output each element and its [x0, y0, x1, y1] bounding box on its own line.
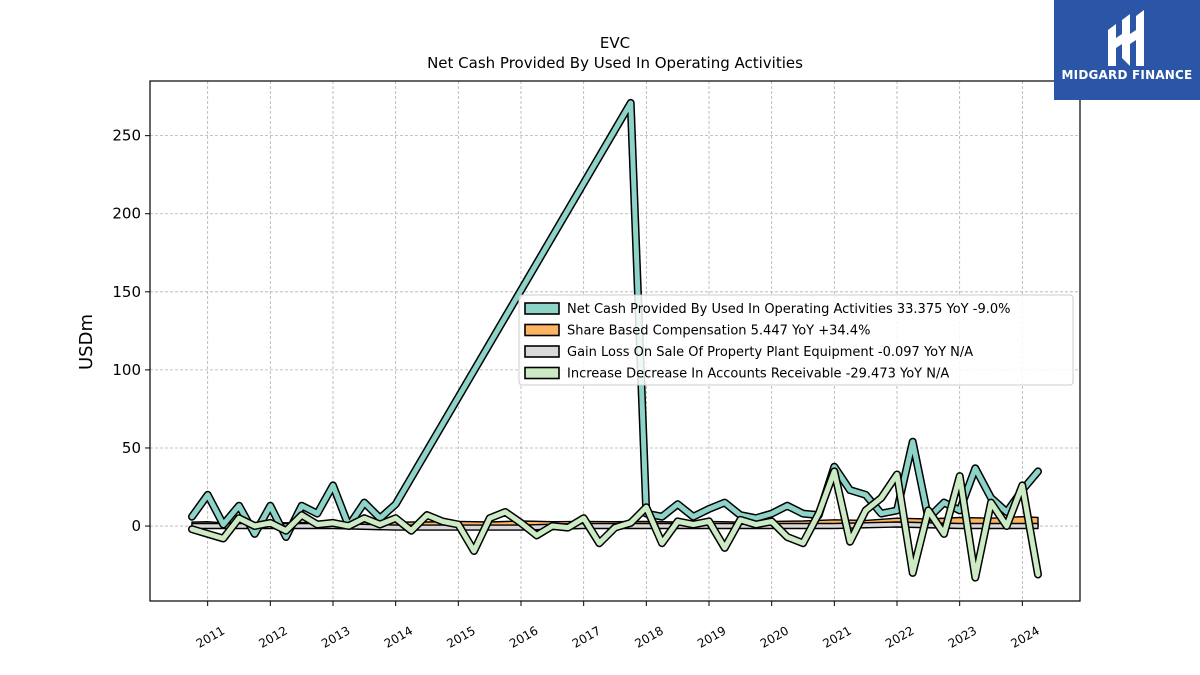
- x-tick-label: 2024: [1008, 623, 1041, 650]
- x-tick-label: 2013: [319, 623, 352, 650]
- logo-mark-icon: [1108, 10, 1144, 66]
- x-tick-label: 2014: [382, 623, 415, 650]
- x-tick-label: 2015: [444, 623, 477, 650]
- legend-entry: Increase Decrease In Accounts Receivable…: [567, 367, 949, 382]
- legend-swatch: [524, 366, 560, 380]
- y-tick-label: 150: [112, 283, 141, 301]
- x-tick-label: 2022: [883, 623, 916, 650]
- y-tick-label: 200: [112, 205, 141, 223]
- x-axis-ticks: 2011 2012 2013 2014 2015 2016 2017 2018 2019 2020…: [194, 601, 1042, 651]
- legend-entry: Net Cash Provided By Used In Operating A…: [567, 302, 1010, 317]
- legend-box: [518, 294, 1074, 386]
- legend-entry: Share Based Compensation 5.447 YoY +34.4…: [567, 324, 870, 339]
- y-axis-label: USDm: [76, 314, 97, 370]
- x-tick-label: 2012: [256, 623, 289, 650]
- chart-title: EVC: [600, 34, 630, 52]
- y-tick-label: 250: [112, 127, 141, 145]
- legend-entry: Gain Loss On Sale Of Property Plant Equi…: [567, 345, 973, 360]
- chart-subtitle: Net Cash Provided By Used In Operating A…: [427, 54, 803, 72]
- y-tick-label: 50: [122, 439, 141, 457]
- series-lines: [188, 98, 1042, 582]
- x-tick-label: 2020: [758, 623, 791, 650]
- x-tick-label: 2019: [695, 623, 728, 650]
- legend-swatch: [524, 302, 560, 315]
- x-tick-label: 2023: [946, 623, 979, 650]
- y-tick-label: 100: [112, 361, 141, 379]
- x-tick-label: 2011: [194, 623, 227, 650]
- plot-frame: [149, 80, 1081, 602]
- y-axis-ticks: 0 50 100 150 200 250: [112, 127, 150, 535]
- legend-swatch: [524, 345, 560, 358]
- series-accounts-receivable: [188, 467, 1042, 582]
- x-tick-label: 2016: [507, 623, 540, 650]
- legend-swatch: [524, 323, 560, 337]
- x-tick-label: 2021: [820, 623, 853, 650]
- x-tick-label: 2017: [570, 623, 603, 650]
- logo-text: MIDGARD FINANCE: [1061, 68, 1193, 82]
- legend: Net Cash Provided By Used In Operating A…: [518, 294, 1074, 386]
- y-tick-label: 0: [131, 517, 141, 535]
- x-tick-label: 2018: [632, 623, 665, 650]
- midgard-finance-logo: MIDGARD FINANCE: [1054, 0, 1200, 100]
- series-accounts-receivable-core: [189, 468, 1041, 581]
